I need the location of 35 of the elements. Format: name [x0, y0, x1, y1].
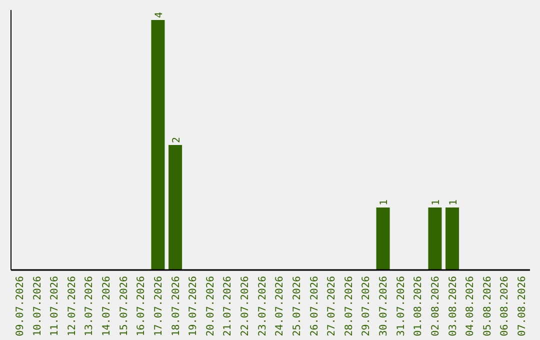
x-tick-label: 07.08.2026 [517, 276, 528, 336]
x-tick-label: 15.07.2026 [118, 276, 130, 336]
x-tick-label: 22.07.2026 [240, 276, 252, 336]
x-tick-label: 17.07.2026 [153, 276, 164, 336]
x-tick-label: 06.08.2026 [500, 276, 511, 336]
x-tick-label: 10.07.2026 [32, 276, 44, 336]
x-tick-label: 14.07.2026 [102, 276, 113, 336]
x-tick-label: 13.07.2026 [84, 276, 96, 336]
x-tick-label: 05.08.2026 [482, 276, 494, 336]
data-label: 2 [171, 136, 182, 143]
x-tick-label: 16.07.2026 [136, 276, 148, 336]
x-tick-label: 18.07.2026 [170, 276, 182, 336]
x-tick-label: 31.07.2026 [396, 276, 407, 336]
x-tick-label: 12.07.2026 [66, 276, 78, 336]
x-tick-label: 27.07.2026 [326, 276, 338, 336]
x-tick-label: 04.08.2026 [465, 276, 476, 336]
x-tick-label: 29.07.2026 [361, 276, 372, 336]
x-tick-label: 02.08.2026 [430, 276, 442, 336]
x-tick-label: 11.07.2026 [50, 276, 61, 336]
x-tick-label: 30.07.2026 [378, 276, 390, 336]
x-tick-label: 01.08.2026 [413, 276, 424, 336]
data-label: 4 [154, 12, 165, 18]
x-tick-label: 03.08.2026 [448, 276, 459, 336]
x-tick-label: 09.07.2026 [14, 276, 26, 336]
x-tick-label: 20.07.2026 [205, 276, 216, 336]
x-tick-label: 24.07.2026 [274, 276, 286, 336]
x-tick-label: 25.07.2026 [292, 276, 303, 336]
x-tick-label: 26.07.2026 [309, 276, 320, 336]
x-tick-label: 21.07.2026 [222, 276, 234, 336]
x-tick-label: 19.07.2026 [188, 276, 200, 336]
data-label: 1 [379, 199, 390, 206]
data-label: 1 [448, 199, 460, 206]
x-tick-label: 28.07.2026 [344, 276, 355, 336]
x-tick-label: 23.07.2026 [257, 276, 268, 336]
data-label: 1 [430, 199, 442, 206]
